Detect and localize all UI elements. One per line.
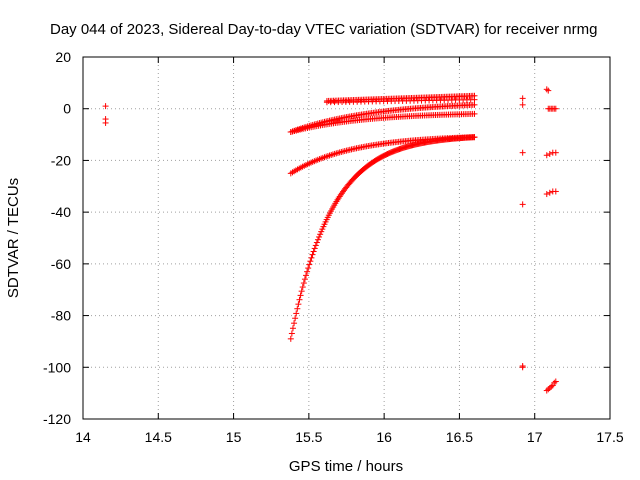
plot-frame [82, 56, 611, 420]
data-point-track-d [305, 265, 312, 272]
data-point-track-d [314, 236, 321, 243]
data-point-track-d [288, 330, 295, 337]
data-point-isolated-early [102, 119, 109, 126]
data-point-track-d [303, 272, 310, 279]
data-point-late-scatter [519, 95, 526, 102]
data-point-late-scatter [543, 152, 550, 159]
y-tick-label: -20 [51, 152, 71, 168]
x-tick-label: 16 [376, 429, 392, 445]
data-point-late-scatter [543, 191, 550, 198]
data-points [102, 86, 559, 394]
data-point-late-scatter [552, 105, 559, 112]
data-point-late-scatter [546, 150, 553, 157]
data-point-track-d [317, 231, 324, 238]
data-point-late-scatter [552, 188, 559, 195]
x-tick-label: 15 [226, 429, 242, 445]
y-tick-label: -120 [43, 411, 71, 427]
data-point-late-scatter [543, 86, 550, 93]
data-point-late-scatter [519, 149, 526, 156]
data-point-track-b [471, 110, 478, 117]
data-point-track-d [297, 292, 304, 299]
data-point-late-scatter [546, 189, 553, 196]
data-point-track-d [313, 239, 320, 246]
data-point-track-d [308, 254, 315, 261]
data-point-track-d [311, 245, 318, 252]
data-point-track-d [318, 228, 325, 235]
data-point-track-d [306, 261, 313, 268]
data-point-late-scatter [519, 101, 526, 108]
data-point-track-d [309, 251, 316, 258]
data-point-track-d [300, 280, 307, 287]
data-point-track-d [296, 296, 303, 303]
x-tick-label: 16.5 [446, 429, 473, 445]
data-point-late-scatter [519, 364, 526, 371]
data-point-track-d [307, 258, 314, 265]
data-point-upper-band-2 [471, 96, 478, 103]
grid [83, 57, 610, 419]
data-point-track-d [292, 315, 299, 322]
data-point-isolated-early [102, 103, 109, 110]
axis-ticks: 14 14.5 15 15.5 16 16.5 17 17.5 20 0 -20 -40 -60 -80 -… [43, 49, 624, 445]
y-tick-label: 20 [55, 49, 71, 65]
data-point-track-d [289, 325, 296, 332]
y-tick-label: -80 [51, 308, 71, 324]
data-point-late-scatter [545, 87, 552, 94]
x-tick-label: 14 [75, 429, 91, 445]
y-axis-title: SDTVAR / TECUs [5, 178, 22, 298]
data-point-track-d [293, 310, 300, 317]
data-point-track-d [287, 335, 294, 342]
x-tick-label: 17.5 [596, 429, 623, 445]
data-point-track-d [304, 268, 311, 275]
data-point-late-scatter [552, 149, 559, 156]
data-point-track-d [294, 305, 301, 312]
data-point-track-d [312, 242, 319, 249]
data-point-track-d [298, 288, 305, 295]
data-point-track-d [299, 284, 306, 291]
x-tick-label: 17 [527, 429, 543, 445]
data-point-track-d [471, 134, 478, 141]
chart-title: Day 044 of 2023, Sidereal Day-to-day VTE… [50, 21, 597, 38]
x-tick-label: 14.5 [145, 429, 172, 445]
data-point-track-d [295, 301, 302, 308]
y-tick-label: -40 [51, 204, 71, 220]
data-point-track-d [310, 248, 317, 255]
data-point-track-a [471, 101, 478, 108]
data-point-late-scatter [519, 201, 526, 208]
data-point-track-d [301, 276, 308, 283]
y-tick-label: -60 [51, 256, 71, 272]
x-tick-label: 15.5 [295, 429, 322, 445]
data-point-track-d [316, 233, 323, 240]
y-tick-label: -100 [43, 359, 71, 375]
x-axis-title: GPS time / hours [289, 458, 403, 475]
data-point-late-scatter [552, 378, 559, 385]
data-point-track-d [291, 320, 298, 327]
y-tick-label: 0 [63, 101, 71, 117]
